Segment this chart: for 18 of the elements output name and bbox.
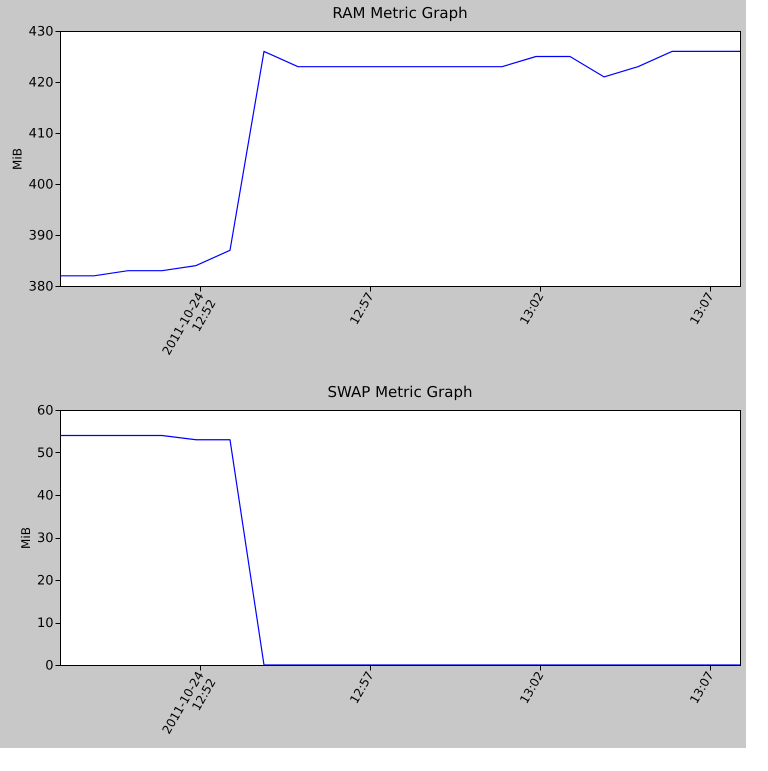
y-tick-label: 30 <box>36 531 54 546</box>
y-tick-label: 20 <box>36 574 54 588</box>
y-axis-title: MiB <box>10 148 25 170</box>
y-tick-label: 430 <box>28 24 54 40</box>
y-tick-label: 420 <box>28 76 54 90</box>
y-axis-title: MiB <box>18 527 33 549</box>
y-tick-label: 390 <box>28 228 54 244</box>
y-tick-label: 40 <box>36 488 54 504</box>
line-series <box>60 50 740 276</box>
y-tick-label: 0 <box>45 658 54 674</box>
y-tick-label: 410 <box>28 126 54 142</box>
y-tick-label: 10 <box>36 616 54 631</box>
y-tick-label: 380 <box>28 280 54 294</box>
chart-title: RAM Metric Graph <box>332 4 468 22</box>
y-tick-label: 60 <box>36 404 54 418</box>
y-tick-label: 400 <box>28 178 54 192</box>
chart-title: SWAP Metric Graph <box>327 383 473 401</box>
y-tick-label: 50 <box>36 446 54 461</box>
